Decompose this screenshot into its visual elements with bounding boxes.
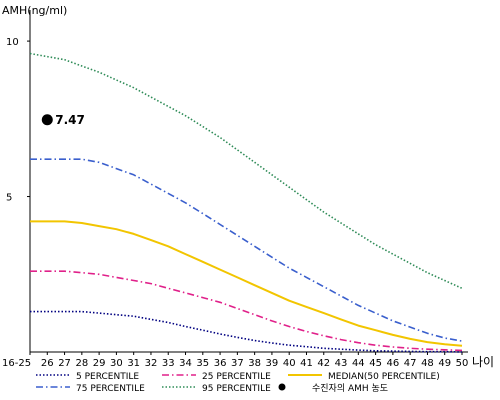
series-line-75-percentile <box>30 158 463 342</box>
x-tick-label: 30 <box>110 358 123 369</box>
patient-value-label: 7.47 <box>55 113 85 127</box>
x-tick-label: 29 <box>93 358 106 369</box>
x-tick-label: 50 <box>456 358 469 369</box>
x-tick-label: 41 <box>300 358 313 369</box>
x-tick-label: 44 <box>352 358 365 369</box>
x-tick-label: 39 <box>266 358 279 369</box>
x-tick-label: 40 <box>283 358 296 369</box>
x-tick-label: 26 <box>41 358 54 369</box>
x-ticks: 16-25 26 27 28 29 30 31 32 33 34 35 36 37 38 39 40 41 42 4… <box>2 352 468 369</box>
x-tick-label: 28 <box>75 358 88 369</box>
series-lines <box>29 52 463 353</box>
axes: AMH(ng/ml) 나이 <box>2 4 494 369</box>
patient-point <box>41 114 53 126</box>
legend-marker-patient <box>278 383 286 391</box>
y-axis-label: AMH(ng/ml) <box>2 4 67 17</box>
x-tick-label: 31 <box>127 358 140 369</box>
series-line-median-50-percentile <box>30 220 463 347</box>
x-tick-label: 37 <box>231 358 244 369</box>
legend-label: 수진자의 AMH 농도 <box>312 383 388 394</box>
x-tick-label: 38 <box>248 358 261 369</box>
x-tick-label: 36 <box>214 358 227 369</box>
x-tick-label: 33 <box>162 358 175 369</box>
x-tick-label: 49 <box>438 358 451 369</box>
series-line-95-percentile <box>29 52 463 290</box>
legend-label: MEDIAN(50 PERCENTILE) <box>328 372 440 382</box>
legend: 5 PERCENTILE 25 PERCENTILE MEDIAN(50 PERCE… <box>36 372 440 394</box>
patient-marker-group: 7.47 <box>41 113 85 127</box>
y-ticks: 5 10 <box>6 37 30 204</box>
x-tick-label: 32 <box>145 358 158 369</box>
x-tick-label: 42 <box>317 358 330 369</box>
legend-label: 25 PERCENTILE <box>202 372 271 382</box>
x-tick-label: 45 <box>369 358 382 369</box>
series-line-25-percentile <box>30 270 463 352</box>
legend-label: 95 PERCENTILE <box>202 384 271 394</box>
x-tick-label: 43 <box>335 358 348 369</box>
x-tick-label: 34 <box>179 358 192 369</box>
x-tick-label: 27 <box>58 358 71 369</box>
y-tick-label: 10 <box>6 37 19 48</box>
x-axis-label: 나이 <box>472 355 494 369</box>
series-line-5-percentile <box>30 310 463 353</box>
y-tick-label: 5 <box>6 193 12 204</box>
x-tick-label: 47 <box>404 358 417 369</box>
legend-label: 5 PERCENTILE <box>76 372 139 382</box>
x-tick-label: 35 <box>196 358 209 369</box>
x-tick-label: 46 <box>387 358 400 369</box>
legend-label: 75 PERCENTILE <box>76 384 145 394</box>
x-tick-label: 16-25 <box>2 358 31 369</box>
x-tick-label: 48 <box>421 358 434 369</box>
